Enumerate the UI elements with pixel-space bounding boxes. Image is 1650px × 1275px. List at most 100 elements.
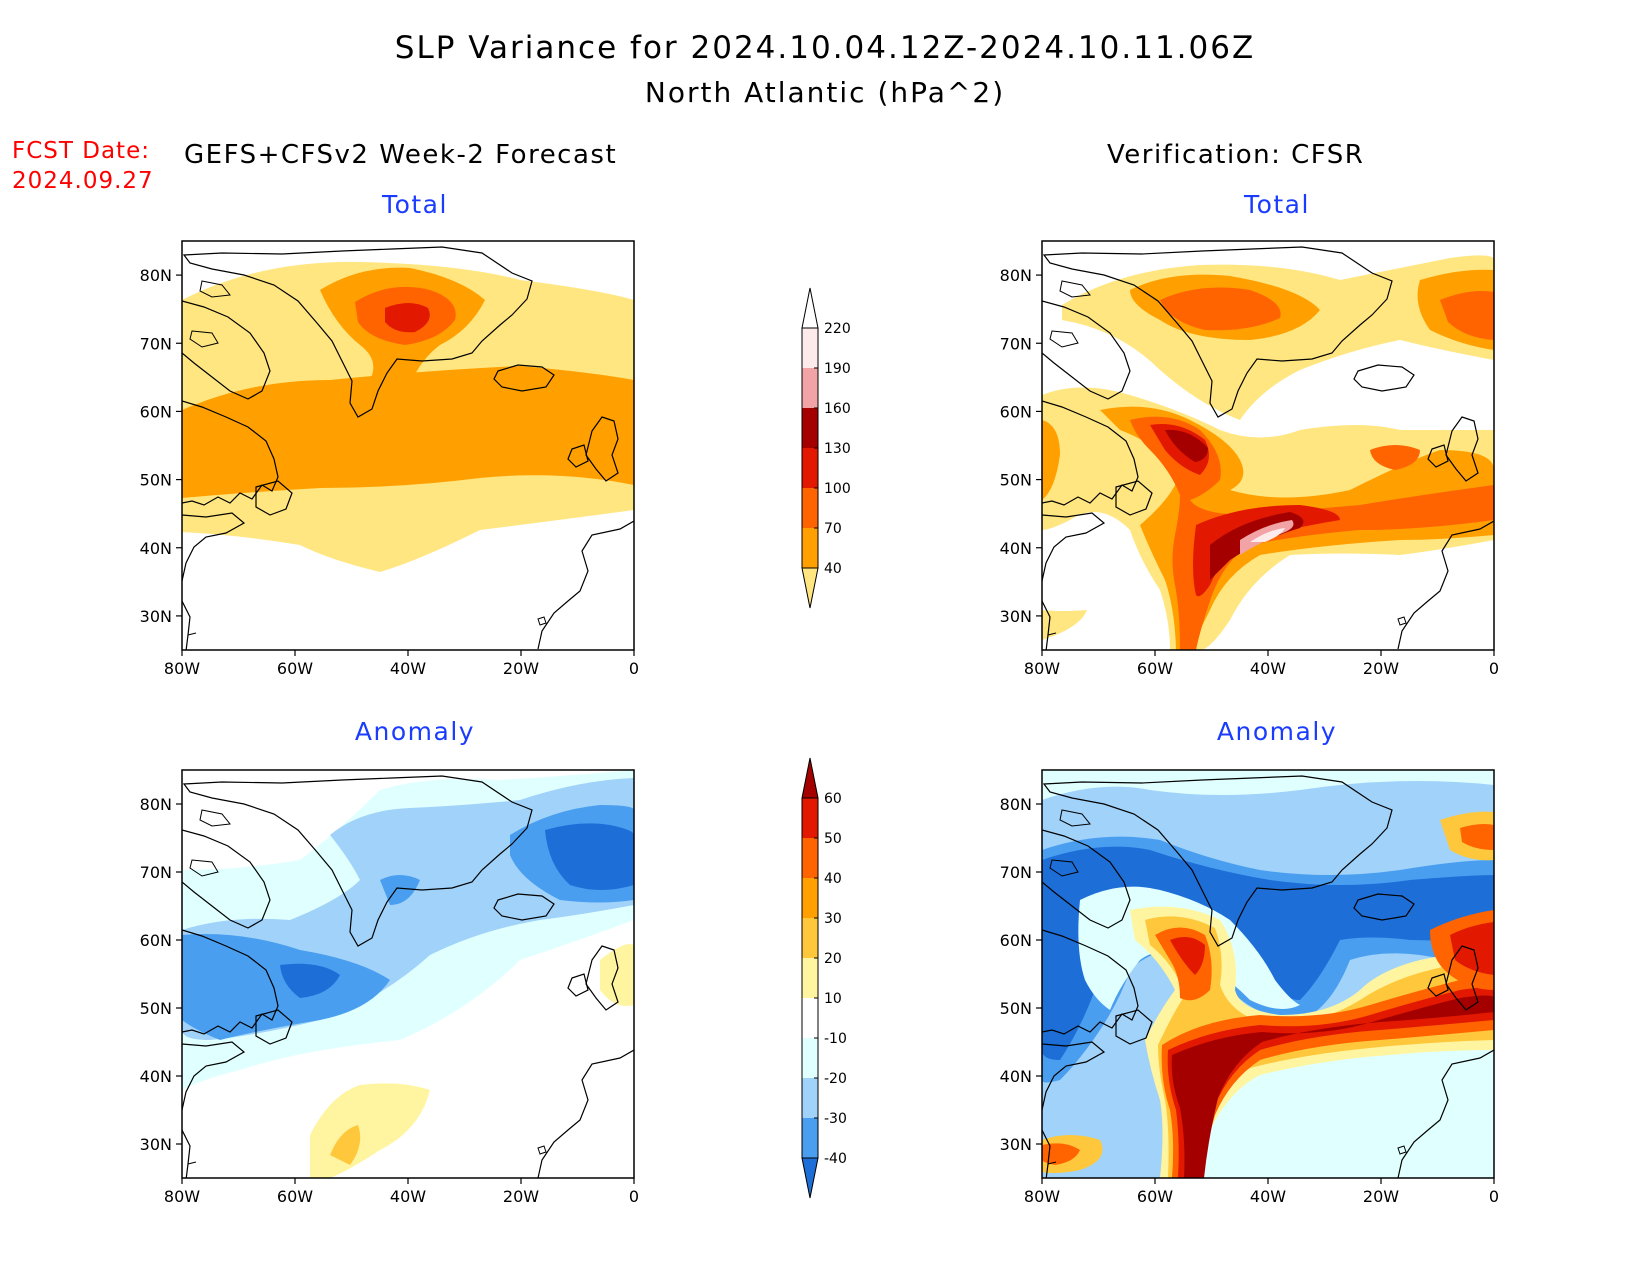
verification-anomaly-field [1042,770,1494,1178]
colorbar-segment [802,408,818,448]
colorbar-label: 10 [824,991,842,1007]
verification-total-field [1042,241,1494,650]
contour-40-sw [1042,1143,1080,1165]
colorbar-label: -20 [824,1071,847,1087]
colorbar-segment [802,528,818,568]
lat-tick-label-verification-total: 80N [1000,266,1032,285]
lon-tick-label-verification-anomaly: 20W [1363,1187,1399,1206]
lat-tick-label-verification-anomaly: 70N [1000,863,1032,882]
main-title: SLP Variance for 2024.10.04.12Z-2024.10.… [394,30,1256,66]
contour-40-sw [1042,610,1087,640]
contour-100-east [1370,445,1420,470]
colorbar-segment [802,1118,818,1158]
colorbar-label: 100 [824,481,851,497]
colorbar-frame [801,797,819,1159]
lat-tick-label-forecast-total: 80N [140,266,172,285]
contour-220 [1250,528,1285,542]
contour-50-north [1170,936,1205,975]
panel-verification-anomaly [1041,769,1495,1179]
contour-neg40-east [545,823,634,890]
contour-20 [1145,916,1494,1178]
colorbar-label: 60 [824,791,842,807]
lon-tick-label-forecast-total: 80W [164,659,200,678]
colorbar-label: -40 [824,1151,847,1167]
colorbar-segment [802,878,818,918]
colorbar-label: 190 [824,361,851,377]
lon-tick-label-forecast-anomaly: 0 [629,1187,639,1206]
contour-100-ne [1440,291,1494,340]
contour-130-b [1193,505,1340,597]
panel-verification-total [1041,240,1495,651]
contour-130 [385,303,430,333]
lon-tick-label-verification-anomaly: 0 [1489,1187,1499,1206]
contour-40-ne [1460,824,1494,850]
colorbar-label: 130 [824,441,851,457]
panel-title-forecast-anomaly: Anomaly [354,717,476,746]
lon-tick-label-forecast-total: 60W [277,659,313,678]
lon-tick-label-verification-total: 40W [1250,659,1286,678]
colorbar-label: 220 [824,321,851,337]
lat-tick-label-verification-total: 70N [1000,334,1032,353]
colorbar-total: 220 190 160 130 100 70 40 [801,287,851,609]
lon-tick-label-verification-anomaly: 40W [1250,1187,1286,1206]
lat-tick-label-forecast-total: 40N [140,539,172,558]
lat-tick-label-forecast-total: 70N [140,334,172,353]
contour-neg30-west [182,934,390,1040]
lon-tick-label-verification-anomaly: 60W [1137,1187,1173,1206]
contour-100-north [1160,287,1281,331]
colorbar-label: -30 [824,1111,847,1127]
lat-tick-label-verification-anomaly: 50N [1000,999,1032,1018]
left-column-heading: GEFS+CFSv2 Week-2 Forecast [184,140,618,170]
lon-tick-label-forecast-anomaly: 20W [503,1187,539,1206]
axes-layer: 80N 70N 60N 50N 40N 30N 80W 60W 40W 20W 0 80N 70N 60N… [140,266,1499,1206]
lon-tick-label-forecast-anomaly: 60W [277,1187,313,1206]
colorbar-label: 50 [824,831,842,847]
colorbar-segment [802,1078,818,1118]
lat-tick-label-forecast-anomaly: 80N [140,795,172,814]
colorbar-segment [802,798,818,838]
lon-tick-label-verification-total: 0 [1489,659,1499,678]
colorbar-segment [802,448,818,488]
lat-tick-label-verification-total: 30N [1000,607,1032,626]
forecast-date: FCST Date: 2024.09.27 [12,136,154,196]
panel-forecast-anomaly [181,769,635,1179]
contour-60-main [1171,995,1494,1178]
colorbar-segment [802,328,818,368]
colorbar-label: -10 [824,1031,847,1047]
forecast-anomaly-field [182,770,634,1178]
colorbar-segment [802,488,818,528]
lon-tick-label-forecast-anomaly: 80W [164,1187,200,1206]
contour-neg40-west [280,963,340,998]
colorbar-label: 40 [824,871,842,887]
lat-tick-label-verification-total: 60N [1000,402,1032,421]
panel-forecast-total [181,240,635,651]
contour-100-main [1130,416,1494,650]
colorbar-label: 40 [824,561,842,577]
lon-tick-label-forecast-total: 20W [503,659,539,678]
colorbar-segment [802,958,818,998]
lat-tick-label-forecast-total: 30N [140,607,172,626]
main-subtitle: North Atlantic (hPa^2) [644,76,1006,109]
lon-tick-label-verification-total: 20W [1363,659,1399,678]
lat-tick-label-forecast-anomaly: 40N [140,1067,172,1086]
colorbar-label: 70 [824,521,842,537]
lat-tick-label-forecast-anomaly: 30N [140,1135,172,1154]
lat-tick-label-forecast-total: 50N [140,471,172,490]
contour-70-band [182,366,634,498]
lon-tick-label-forecast-anomaly: 40W [390,1187,426,1206]
colorbar-lower-triangle [801,567,819,609]
contour-160-a [1165,429,1208,462]
panel-title-forecast-total: Total [382,190,448,219]
panel-title-verification-total: Total [1244,190,1310,219]
forecast-date-value: 2024.09.27 [12,168,154,194]
colorbar-segment [802,1038,818,1078]
colorbar-label: 20 [824,951,842,967]
lat-tick-label-verification-anomaly: 60N [1000,931,1032,950]
lat-tick-label-forecast-total: 60N [140,402,172,421]
lat-tick-label-forecast-anomaly: 70N [140,863,172,882]
lat-tick-label-verification-anomaly: 80N [1000,795,1032,814]
contour-10-east [600,944,634,1006]
colorbar-segment [802,368,818,408]
colorbar-upper-triangle [801,757,819,799]
